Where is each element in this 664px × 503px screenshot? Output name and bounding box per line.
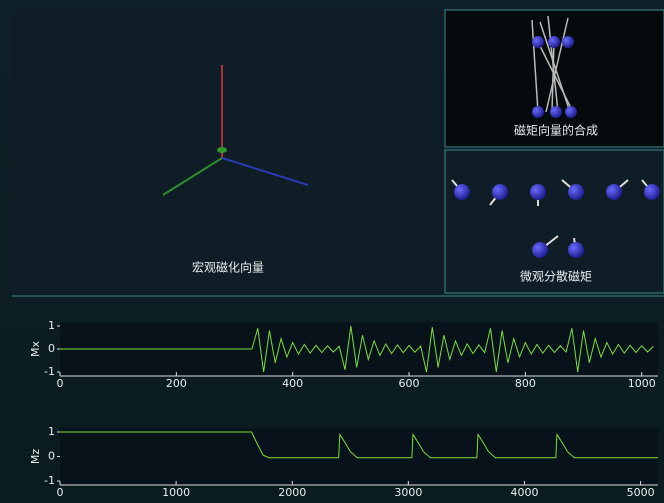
y-tick-label: -1 xyxy=(44,365,55,378)
page: 宏观磁化向量 磁矩向量的合成 微观分散磁矩 -10102004006 xyxy=(0,0,664,503)
panel-label: 宏观磁化向量 xyxy=(192,260,264,275)
y-tick-label: 1 xyxy=(48,319,55,332)
plot-area xyxy=(60,428,658,485)
x-tick-label: 4000 xyxy=(510,486,538,499)
app: 宏观磁化向量 磁矩向量的合成 微观分散磁矩 -10102004006 xyxy=(0,0,664,503)
x-tick-label: 200 xyxy=(166,377,187,390)
x-tick-label: 0 xyxy=(57,486,64,499)
x-tick-label: 600 xyxy=(399,377,420,390)
macro-panel: 宏观磁化向量 xyxy=(12,10,444,294)
y-tick-label: 0 xyxy=(48,342,55,355)
vector-head xyxy=(217,147,227,153)
x-tick-label: 800 xyxy=(515,377,536,390)
x-tick-label: 400 xyxy=(282,377,303,390)
y-tick-label: 1 xyxy=(48,425,55,438)
x-tick-label: 0 xyxy=(57,377,64,390)
x-tick-label: 2000 xyxy=(278,486,306,499)
x-tick-label: 5000 xyxy=(627,486,655,499)
x-tick-label: 1000 xyxy=(162,486,190,499)
y-axis-label: Mz xyxy=(29,449,42,464)
y-tick-label: 0 xyxy=(48,450,55,463)
panel-bg xyxy=(12,10,444,294)
panel-label: 磁矩向量的合成 xyxy=(514,123,598,138)
y-tick-label: -1 xyxy=(44,474,55,487)
micro-panel: 微观分散磁矩 xyxy=(445,150,664,293)
x-tick-label: 1000 xyxy=(628,377,656,390)
x-tick-label: 3000 xyxy=(394,486,422,499)
panel-label: 微观分散磁矩 xyxy=(520,269,592,284)
composition-panel: 磁矩向量的合成 xyxy=(445,10,664,147)
y-axis-label: Mx xyxy=(29,341,42,357)
